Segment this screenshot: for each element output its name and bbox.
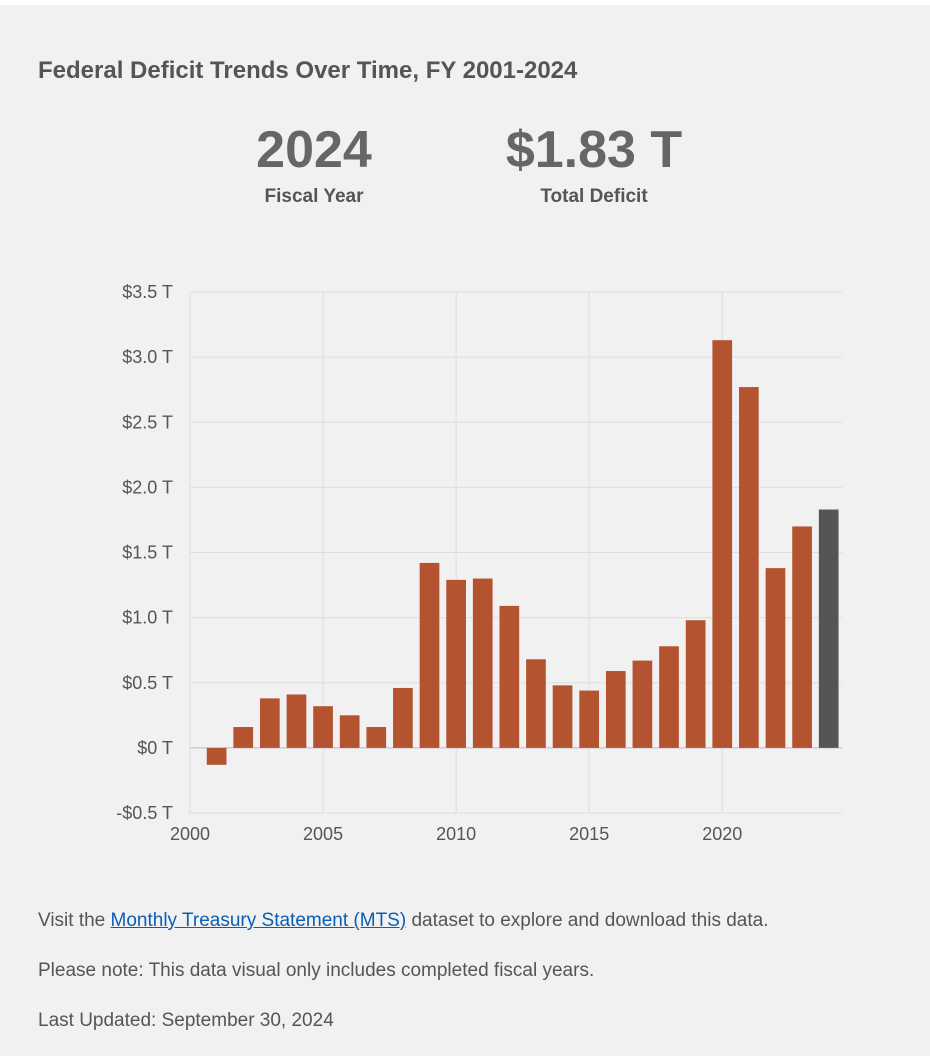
total-deficit-label: Total Deficit — [540, 186, 648, 207]
total-deficit-value: $1.83 T — [505, 121, 683, 179]
bar-layer — [206, 340, 839, 765]
deficit-bar-chart: -$0.5 T $0 T $0.5 T $1.0 T $1.5 T $2.0 T $2.5 … — [116, 282, 842, 844]
chart-title: Federal Deficit Trends Over Time, FY 200… — [38, 57, 578, 84]
bar-fy-2002[interactable] — [233, 727, 254, 748]
x-tick-label: 2020 — [702, 824, 742, 844]
y-tick-label: $1.5 T — [122, 543, 173, 563]
fiscal-year-stat: 2024 Fiscal Year — [214, 118, 414, 208]
bar-fy-2021[interactable] — [739, 387, 759, 748]
bar-fy-2008[interactable] — [393, 687, 413, 748]
bar-fy-2012[interactable] — [499, 605, 520, 748]
bar-fy-2011[interactable] — [472, 578, 493, 748]
y-tick-label: $2.0 T — [122, 477, 173, 497]
bar-fy-2005[interactable] — [313, 706, 333, 748]
fiscal-year-label: Fiscal Year — [264, 186, 364, 207]
deficit-trends-card: Federal Deficit Trends Over Time, FY 200… — [0, 5, 930, 1056]
bar-fy-2024[interactable] — [818, 509, 839, 748]
bar-fy-2004[interactable] — [286, 694, 307, 748]
bar-fy-2022[interactable] — [765, 568, 786, 748]
x-tick-label: 2000 — [170, 824, 210, 844]
bar-fy-2003[interactable] — [259, 698, 280, 748]
y-tick-label: $0.5 T — [122, 673, 173, 693]
y-tick-label: $1.0 T — [122, 608, 173, 628]
bar-fy-2017[interactable] — [632, 660, 653, 748]
bar-fy-2019[interactable] — [685, 620, 706, 748]
fiscal-year-value: 2024 — [256, 121, 372, 179]
bar-fy-2009[interactable] — [419, 562, 440, 748]
bar-fy-2001[interactable] — [206, 747, 227, 765]
axis-layer: -$0.5 T $0 T $0.5 T $1.0 T $1.5 T $2.0 T $2.5 … — [116, 282, 742, 844]
x-tick-label: 2005 — [303, 824, 343, 844]
bar-fy-2007[interactable] — [366, 727, 387, 748]
y-tick-label: $2.5 T — [122, 412, 173, 432]
bar-fy-2020[interactable] — [712, 340, 733, 748]
y-tick-label: $0 T — [137, 738, 173, 758]
bar-fy-2014[interactable] — [552, 685, 573, 748]
dataset-link-note: Visit the Monthly Treasury Statement (MT… — [38, 910, 769, 932]
total-deficit-stat: $1.83 T Total Deficit — [494, 118, 694, 208]
last-updated: Last Updated: September 30, 2024 — [38, 1010, 334, 1031]
mts-dataset-link[interactable]: Monthly Treasury Statement (MTS) — [110, 910, 407, 931]
completed-years-note: Please note: This data visual only inclu… — [38, 960, 595, 981]
bar-fy-2023[interactable] — [792, 526, 812, 748]
y-tick-label: -$0.5 T — [116, 803, 173, 823]
y-tick-label: $3.5 T — [122, 282, 173, 302]
visit-prefix: Visit the — [38, 910, 111, 931]
bar-fy-2010[interactable] — [446, 579, 466, 748]
bar-fy-2018[interactable] — [659, 646, 679, 748]
bar-fy-2015[interactable] — [579, 690, 600, 748]
y-tick-label: $3.0 T — [122, 347, 173, 367]
bar-fy-2016[interactable] — [605, 671, 626, 748]
bar-fy-2006[interactable] — [339, 715, 360, 748]
x-tick-label: 2015 — [569, 824, 609, 844]
x-tick-label: 2010 — [436, 824, 476, 844]
visit-suffix: dataset to explore and download this dat… — [406, 910, 769, 931]
bar-fy-2013[interactable] — [526, 659, 546, 748]
